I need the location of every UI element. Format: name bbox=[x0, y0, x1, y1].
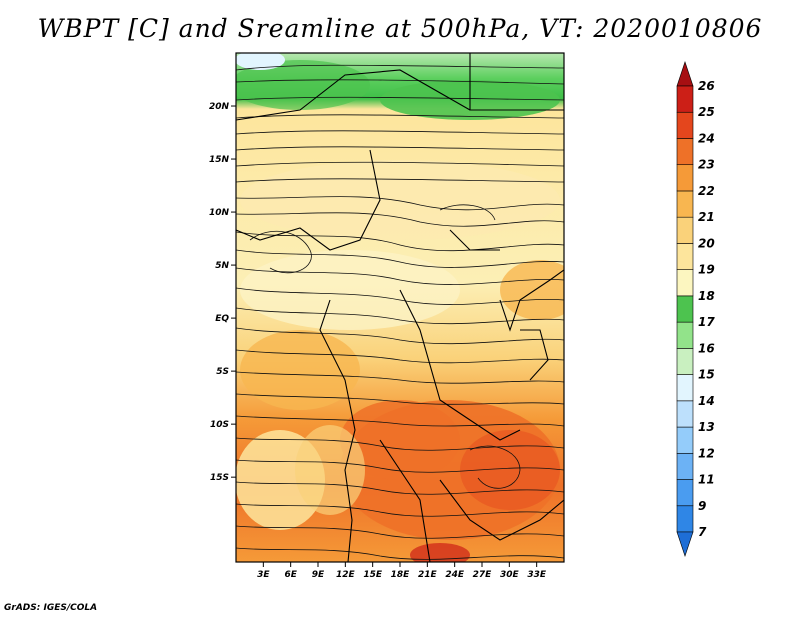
lon-tick-label: 24E bbox=[445, 570, 465, 580]
lon-tick-label: 6E bbox=[284, 570, 297, 580]
lon-tick-label: 9E bbox=[312, 570, 325, 580]
lon-tick-label: 15E bbox=[363, 570, 383, 580]
wbpt-shading bbox=[236, 53, 564, 562]
colorbar-swatch bbox=[676, 295, 694, 323]
colorbar-label: 16 bbox=[698, 341, 715, 355]
streamlines bbox=[236, 64, 564, 560]
colorbar-swatch bbox=[676, 190, 694, 218]
colorbar-swatch bbox=[676, 479, 694, 507]
colorbar-swatch bbox=[676, 321, 694, 349]
chart-title: WBPT [C] and Sreamline at 500hPa, VT: 20… bbox=[37, 14, 763, 43]
colorbar-swatch bbox=[676, 164, 694, 192]
colorbar-swatch bbox=[676, 111, 694, 139]
colorbar-label: 21 bbox=[698, 210, 715, 224]
colorbar-swatch bbox=[676, 85, 694, 113]
lat-tick-label: 20N bbox=[209, 102, 230, 112]
colorbar-label: 11 bbox=[698, 473, 715, 487]
lon-tick-label: 3E bbox=[257, 570, 270, 580]
colorbar-swatch bbox=[676, 269, 694, 297]
colorbar-swatch bbox=[676, 216, 694, 244]
colorbar-label: 22 bbox=[698, 184, 715, 198]
colorbar-top-arrow bbox=[676, 61, 694, 87]
colorbar-label: 14 bbox=[698, 394, 715, 408]
grads-credit: GrADS: IGES/COLA bbox=[4, 603, 98, 613]
colorbar-label: 23 bbox=[698, 158, 715, 172]
colorbar-swatch bbox=[676, 505, 694, 533]
colorbar-label: 12 bbox=[698, 446, 715, 460]
colorbar-swatch bbox=[676, 138, 694, 166]
colorbar-label: 17 bbox=[698, 315, 715, 329]
lon-tick-label: 21E bbox=[418, 570, 438, 580]
colorbar-swatch bbox=[676, 374, 694, 402]
lon-tick-label: 27E bbox=[473, 570, 493, 580]
lon-tick-label: 33E bbox=[527, 570, 547, 580]
colorbar-swatch bbox=[676, 400, 694, 428]
colorbar: 7 9 11 12 13 14 15 16 17 18 19 20 21 22 23 24 25 26 bbox=[676, 61, 715, 557]
lon-tick-label: 18E bbox=[391, 570, 411, 580]
colorbar-label: 20 bbox=[698, 236, 715, 250]
colorbar-label: 25 bbox=[698, 105, 715, 119]
colorbar-swatch bbox=[676, 426, 694, 454]
lat-tick-label: 5N bbox=[215, 261, 229, 271]
colorbar-label: 15 bbox=[698, 368, 715, 382]
lat-tick-label: 5S bbox=[216, 367, 229, 377]
colorbar-swatch bbox=[676, 348, 694, 375]
lat-tick-label: 15N bbox=[209, 155, 230, 165]
colorbar-label: 7 bbox=[698, 525, 707, 539]
colorbar-label: 24 bbox=[698, 131, 715, 145]
colorbar-swatch bbox=[676, 452, 694, 480]
colorbar-label: 26 bbox=[698, 79, 715, 93]
colorbar-label: 18 bbox=[698, 289, 715, 303]
colorbar-label: 9 bbox=[698, 499, 706, 513]
map-axes: 20N 15N 10N 5N EQ 5S 10S 15S 3E 6E 9E 12E 15E 18E 21E 2… bbox=[209, 102, 547, 580]
colorbar-swatch bbox=[676, 243, 694, 270]
lat-tick-label: 10N bbox=[209, 208, 230, 218]
colorbar-label: 13 bbox=[698, 420, 715, 434]
lon-tick-label: 12E bbox=[336, 570, 356, 580]
lat-tick-label: 10S bbox=[210, 420, 229, 430]
lat-tick-label: 15S bbox=[210, 473, 229, 483]
lat-tick-label: EQ bbox=[215, 314, 229, 324]
country-boundaries bbox=[236, 53, 564, 562]
lon-tick-label: 30E bbox=[500, 570, 520, 580]
colorbar-label: 19 bbox=[698, 263, 715, 277]
colorbar-bottom-arrow bbox=[676, 531, 694, 557]
